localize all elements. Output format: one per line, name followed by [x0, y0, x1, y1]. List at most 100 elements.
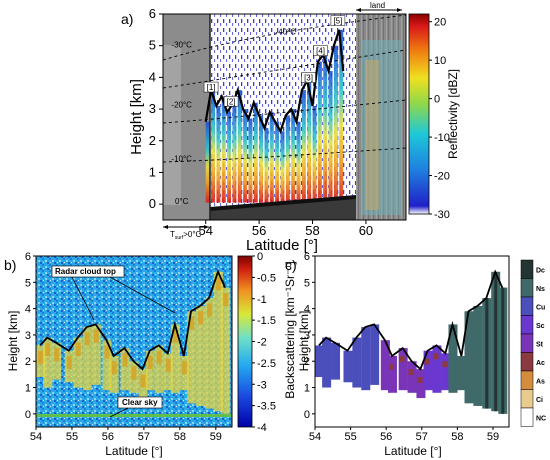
- reflectivity-column: [317, 61, 322, 203]
- tsurf-arrow-left: [163, 225, 168, 229]
- y-tick-label: 5: [149, 38, 156, 53]
- legend-swatch: [520, 278, 534, 298]
- y-tick-label: 4: [149, 69, 156, 84]
- backscatter-core: [131, 366, 137, 380]
- panel-a-colorbar: [408, 13, 430, 215]
- backscatter-core: [93, 329, 99, 343]
- legend-swatch: [520, 259, 534, 279]
- cell-label: [1]: [207, 83, 216, 92]
- cloud-class-patch: [417, 377, 423, 384]
- reflectivity-column: [333, 45, 338, 203]
- colorbar-tick-label: -20: [434, 171, 450, 183]
- cloud-class-column: [380, 340, 390, 391]
- y-tick-label: 3: [304, 330, 310, 342]
- colorbar-tick-label: -2: [257, 337, 267, 349]
- cell-label-box: [313, 45, 328, 56]
- colorbar-tick-label: -3.5: [257, 401, 276, 413]
- cell-label: [2]: [227, 97, 236, 106]
- cell-label-box: [301, 72, 316, 83]
- reflectivity-column: [237, 90, 242, 203]
- isotherm-label: -20°C: [171, 100, 192, 109]
- cloud-class-column: [457, 355, 467, 391]
- legend-swatch: [520, 389, 534, 409]
- cloud-class-column: [352, 337, 362, 388]
- x-tick-label: 54: [198, 223, 212, 238]
- x-tick-label: 56: [252, 223, 266, 238]
- panel-b-colorbar-ticks: 0 -0.5 -1 -1.5 -2 -2.5 -3 -3.5 -4: [252, 251, 276, 434]
- x-tick-label: 57: [138, 431, 150, 443]
- backscatter-core: [156, 350, 162, 364]
- colorbar-tick-label: 10: [434, 55, 446, 67]
- colorbar-tick-label: -0.5: [257, 272, 276, 284]
- y-tick-label: 5: [25, 277, 31, 289]
- panel-a-cell-labels: [1] [2] [3] [4] [5]: [203, 15, 346, 107]
- y-tick-label: 4: [25, 304, 31, 316]
- isotherm-label: 0°C: [175, 197, 189, 206]
- legend-label: Dc: [536, 267, 545, 274]
- cloud-class-column: [473, 305, 483, 406]
- x-tick-label: 60: [359, 223, 373, 238]
- colorbar-tick-label: -2.5: [257, 358, 276, 370]
- backscatter-core: [66, 355, 72, 370]
- reflectivity-column: [227, 112, 232, 203]
- y-tick-label: 0: [149, 196, 156, 211]
- cloud-class-column: [331, 342, 341, 380]
- tsurf-arrow-right: [204, 225, 209, 229]
- cloud-class-column: [448, 324, 458, 393]
- reflectivity-column: [248, 118, 253, 203]
- panel-a-left-echo: [163, 45, 181, 205]
- reflectivity-column: [216, 105, 221, 203]
- colorbar-tick-label: -10: [434, 132, 450, 144]
- isotherm-line-minus40: [162, 14, 407, 61]
- colorbar-tick-label: -1.5: [257, 315, 276, 327]
- backscatter-core: [165, 358, 171, 372]
- clear-sky-box: [117, 396, 163, 409]
- legend-label: St: [536, 341, 544, 348]
- panel-b-label: b): [4, 257, 16, 273]
- cloud-class-column: [464, 311, 474, 404]
- reflectivity-column: [243, 109, 248, 203]
- cloud-class-column: [370, 324, 380, 385]
- y-tick-label: 1: [25, 383, 31, 395]
- cloud-class-patch: [399, 355, 405, 362]
- backscatter-core: [189, 316, 195, 330]
- panel-c-label: c): [285, 257, 297, 273]
- backscatter-core: [198, 311, 204, 325]
- cloud-class-column: [416, 369, 426, 399]
- panel-b-cloud-signal: [36, 271, 231, 414]
- panel-b: b) Radar cloud top Clear sky 54 55 56 57 58 5…: [4, 251, 276, 458]
- cloud-class-deep-core: [494, 271, 498, 412]
- backscatter-core: [75, 342, 81, 356]
- cloud-class-column: [398, 348, 408, 391]
- x-tick-label: 58: [174, 431, 186, 443]
- backscatter-core: [147, 355, 153, 370]
- reflectivity-column: [211, 90, 216, 203]
- reflectivity-column: [205, 121, 210, 203]
- radar-cloud-top-pointer-1: [71, 276, 95, 321]
- panel-a-land-echo-2: [365, 60, 379, 210]
- colorbar-tick-label: -30: [434, 209, 450, 221]
- isotherm-label: -40°C: [276, 28, 297, 37]
- backscatter-core: [216, 277, 222, 291]
- land-arrow-left: [356, 8, 361, 12]
- reflectivity-column: [275, 121, 280, 203]
- legend-label: Sc: [536, 323, 545, 330]
- panel-c-colorbar-label: Backscattering [km⁻¹Sr⁻¹]: [283, 261, 297, 398]
- backscatter-core: [84, 332, 90, 346]
- reflectivity-column: [232, 104, 237, 203]
- isotherm-label: -30°C: [171, 40, 192, 49]
- colorbar-tick-label: 0: [434, 94, 440, 106]
- panel-a-cloud-top-line: [204, 29, 345, 135]
- panel-a-frame: [162, 13, 407, 221]
- legend-label: As: [536, 378, 545, 385]
- colorbar-tick-label: -1: [257, 294, 267, 306]
- y-tick-label: 3: [149, 101, 156, 116]
- radar-cloud-top-box: [51, 265, 125, 278]
- reflectivity-column: [269, 112, 274, 203]
- x-tick-label: 55: [344, 431, 356, 443]
- backscatter-column: [73, 337, 83, 388]
- legend-label: Ns: [536, 286, 545, 293]
- colorbar-tick-label: 0: [257, 251, 263, 263]
